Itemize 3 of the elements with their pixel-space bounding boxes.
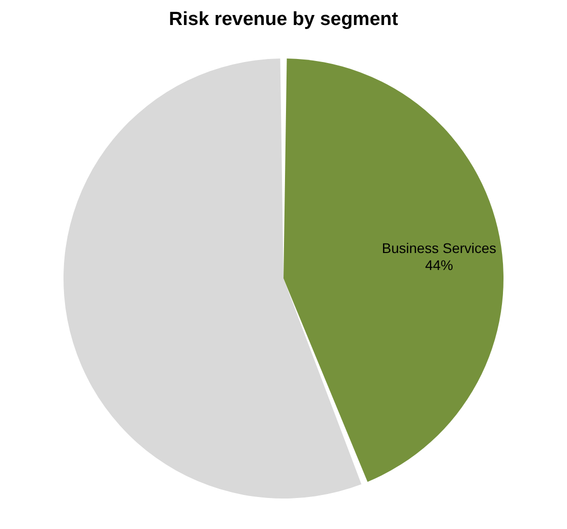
- slice-label: Business Services: [382, 240, 496, 256]
- chart-title: Risk revenue by segment: [168, 9, 399, 30]
- data-label: 44%: [425, 256, 454, 273]
